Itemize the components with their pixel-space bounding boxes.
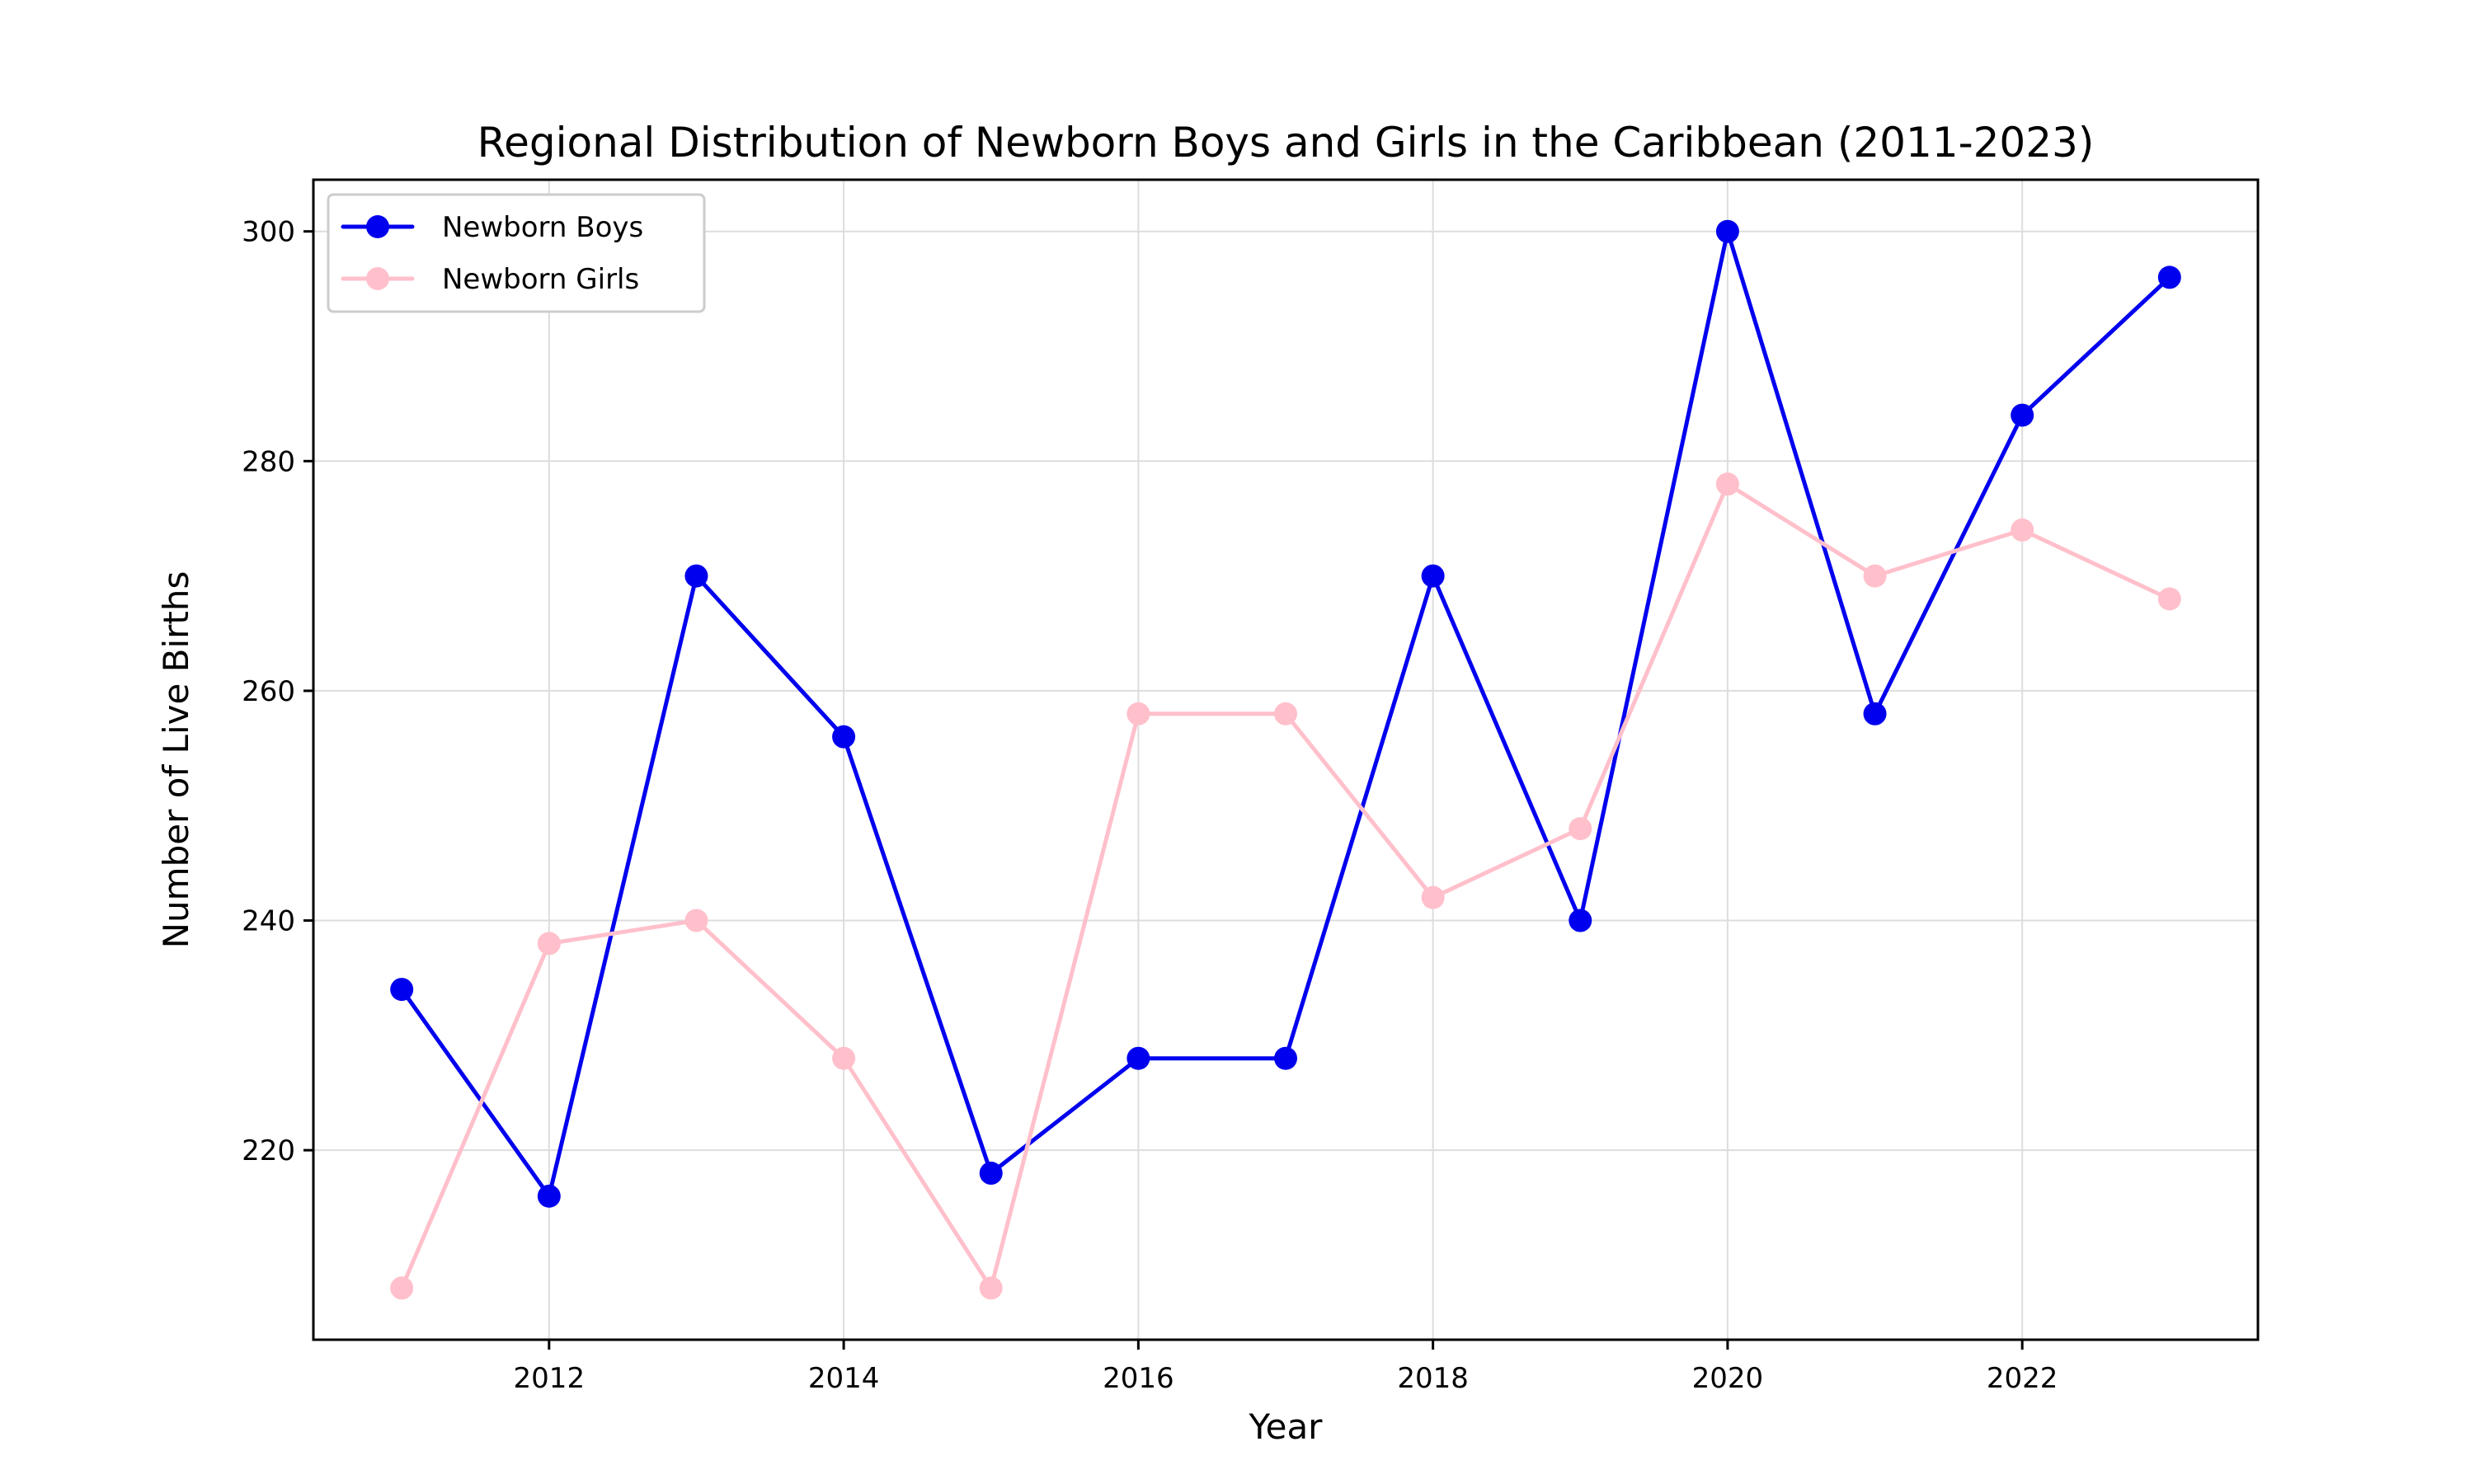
x-tick-label-2018: 2018 (1397, 1362, 1469, 1395)
y-tick-label-240: 240 (242, 905, 295, 938)
data-point-newborn-girls-2012 (537, 932, 561, 956)
data-point-newborn-girls-2019 (1569, 817, 1592, 841)
data-point-newborn-girls-2013 (684, 909, 708, 932)
y-tick-label-280: 280 (242, 445, 295, 478)
legend-label-newborn-girls: Newborn Girls (442, 263, 639, 296)
x-tick-label-2022: 2022 (1987, 1362, 2058, 1395)
legend-label-newborn-boys: Newborn Boys (442, 211, 643, 244)
data-point-newborn-boys-2020 (1715, 219, 1739, 243)
data-point-newborn-boys-2022 (2011, 403, 2034, 427)
x-axis-label: Year (1249, 1407, 1324, 1447)
legend: Newborn Boys Newborn Girls (327, 193, 706, 313)
data-point-newborn-boys-2013 (684, 564, 708, 588)
data-point-newborn-boys-2012 (537, 1184, 561, 1208)
legend-marker-newborn-girls (366, 267, 389, 290)
data-point-newborn-boys-2017 (1274, 1046, 1297, 1070)
data-point-newborn-boys-2021 (1863, 702, 1887, 726)
data-point-newborn-girls-2011 (390, 1276, 414, 1300)
x-tick-label-2014: 2014 (808, 1362, 880, 1395)
data-point-newborn-boys-2014 (832, 725, 856, 749)
data-point-newborn-boys-2015 (979, 1162, 1003, 1186)
data-point-newborn-girls-2020 (1715, 472, 1739, 496)
series-layer (390, 219, 2181, 1300)
y-tick-label-300: 300 (242, 216, 295, 249)
tick-layer: 2012 2014 2016 2018 2020 2022 220 240 260 280 300 (242, 216, 2058, 1395)
chart-title: Regional Distribution of Newborn Boys an… (477, 119, 2095, 167)
data-point-newborn-girls-2022 (2011, 518, 2034, 542)
data-point-newborn-boys-2011 (390, 978, 414, 1002)
y-axis-label: Number of Live Births (156, 571, 196, 949)
data-point-newborn-girls-2017 (1274, 702, 1297, 726)
plot-area-frame (312, 178, 2260, 1341)
grid-layer (313, 180, 2258, 1340)
legend-marker-newborn-boys (366, 215, 389, 238)
data-point-newborn-girls-2014 (832, 1046, 856, 1070)
data-point-newborn-girls-2021 (1863, 564, 1887, 588)
y-tick-label-260: 260 (242, 675, 295, 708)
data-point-newborn-girls-2016 (1126, 702, 1150, 726)
x-tick-label-2012: 2012 (514, 1362, 586, 1395)
data-point-newborn-girls-2018 (1421, 885, 1445, 909)
x-tick-label-2020: 2020 (1692, 1362, 1764, 1395)
x-tick-label-2016: 2016 (1103, 1362, 1174, 1395)
data-point-newborn-girls-2015 (979, 1276, 1003, 1300)
y-tick-label-220: 220 (242, 1134, 295, 1167)
data-point-newborn-boys-2016 (1126, 1046, 1150, 1070)
data-point-newborn-boys-2023 (2157, 265, 2181, 289)
legend-box (327, 193, 706, 313)
data-point-newborn-boys-2018 (1421, 564, 1445, 588)
data-point-newborn-girls-2023 (2157, 587, 2181, 611)
series-newborn-boys (390, 219, 2181, 1208)
data-point-newborn-boys-2019 (1569, 909, 1592, 932)
series-newborn-girls (390, 472, 2181, 1300)
